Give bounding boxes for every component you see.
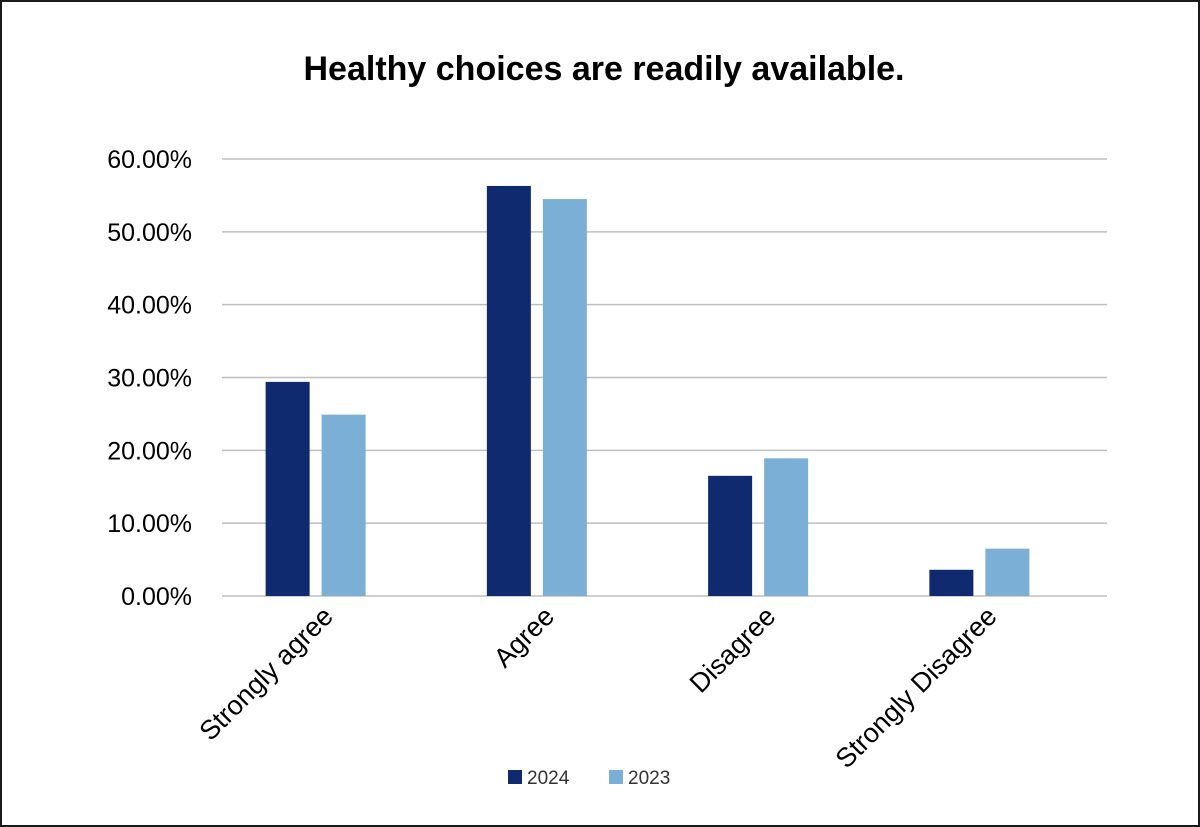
y-tick-label: 40.00% — [107, 292, 192, 320]
y-tick-label: 60.00% — [107, 146, 192, 174]
bars — [265, 185, 1030, 596]
y-axis-ticks: 0.00% 10.00% 20.00% 30.00% 40.00% 50.00% 60.00… — [107, 146, 192, 611]
y-tick-label: 0.00% — [121, 583, 192, 611]
y-tick-label: 10.00% — [107, 510, 192, 538]
x-category-label: Agree — [488, 601, 560, 673]
bar-2024-strongly-agree — [265, 381, 310, 596]
y-tick-label: 30.00% — [107, 365, 192, 393]
legend-swatch-2024 — [508, 770, 522, 784]
bar-2023-agree — [542, 199, 587, 596]
legend: 2024 2023 — [508, 768, 670, 789]
y-tick-label: 50.00% — [107, 219, 192, 247]
bar-2024-agree — [486, 185, 531, 596]
chart-title: Healthy choices are readily available. — [304, 50, 905, 88]
gridlines — [222, 158, 1107, 597]
x-category-label: Disagree — [684, 601, 782, 699]
x-category-label: Strongly agree — [193, 601, 338, 746]
y-tick-label: 20.00% — [107, 437, 192, 465]
legend-swatch-2023 — [609, 770, 623, 784]
bar-2023-strongly-agree — [321, 414, 366, 596]
x-axis-categories: Strongly agree Agree Disagree Strongly Disa… — [193, 601, 1002, 774]
bar-2023-strongly-disagree — [985, 548, 1030, 596]
legend-label: 2024 — [527, 768, 570, 789]
legend-label: 2023 — [628, 768, 670, 789]
bar-2024-strongly-disagree — [929, 569, 974, 596]
x-category-label: Strongly Disagree — [830, 601, 1003, 774]
bar-2023-disagree — [764, 458, 809, 596]
bar-2024-disagree — [708, 475, 753, 596]
